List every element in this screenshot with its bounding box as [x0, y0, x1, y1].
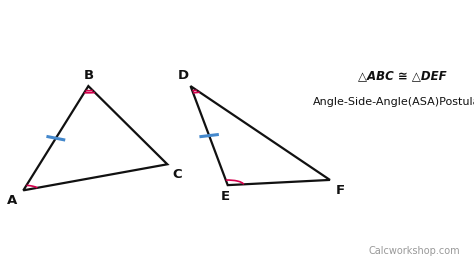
Text: Calcworkshop.com: Calcworkshop.com: [368, 246, 460, 256]
Text: E: E: [221, 190, 230, 203]
Text: D: D: [178, 69, 189, 82]
Text: C: C: [173, 168, 182, 181]
Text: Angle-Side-Angle(ASA)Postulate: Angle-Side-Angle(ASA)Postulate: [312, 97, 474, 107]
Text: A: A: [7, 194, 17, 207]
Text: F: F: [336, 184, 345, 197]
Text: B: B: [83, 69, 93, 82]
Text: △ABC ≅ △DEF: △ABC ≅ △DEF: [357, 69, 446, 82]
